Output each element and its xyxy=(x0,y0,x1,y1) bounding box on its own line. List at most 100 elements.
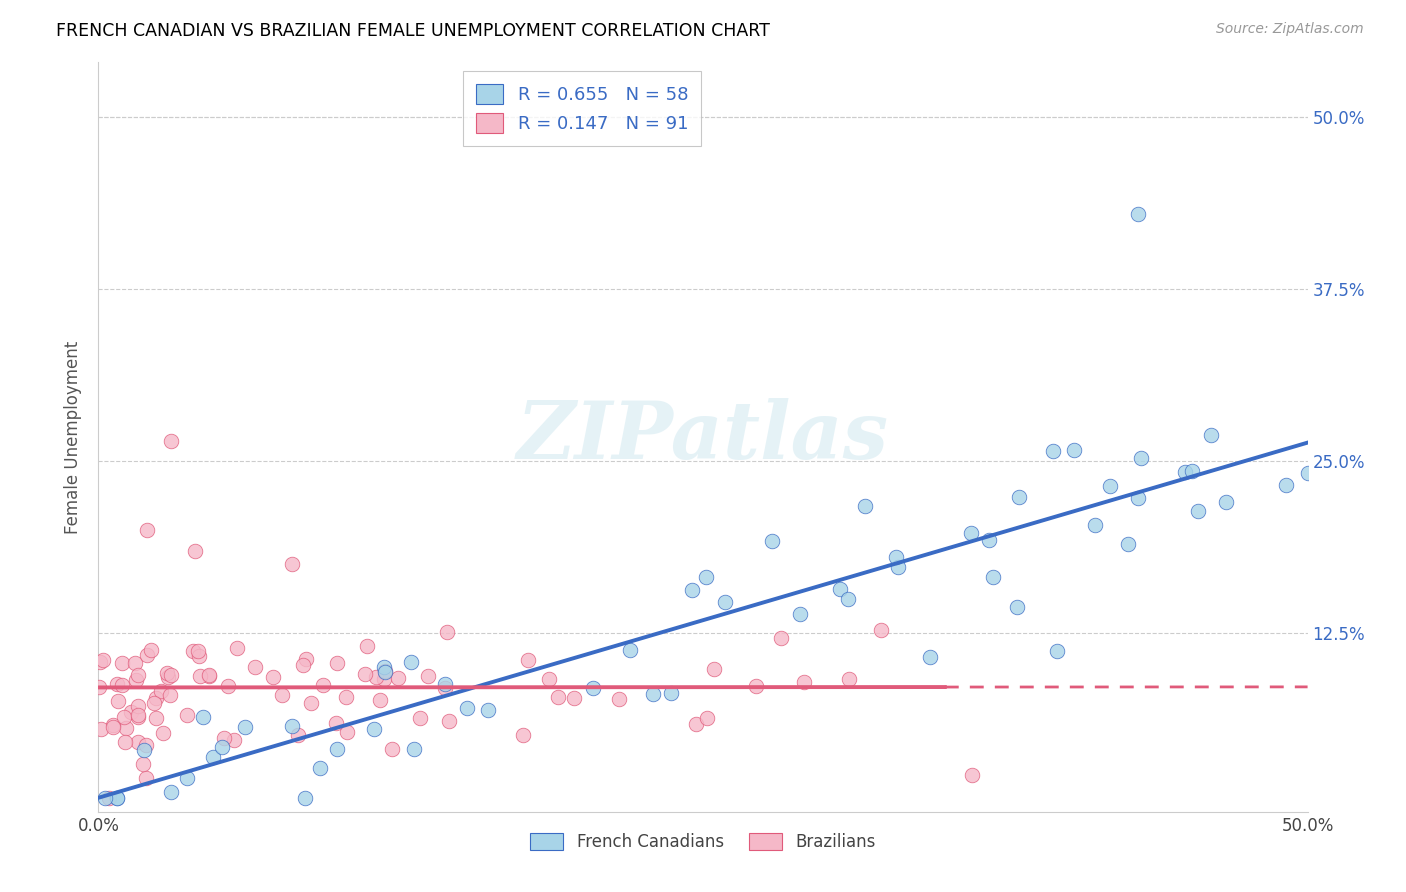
Point xyxy=(1187,504,1209,518)
Point xyxy=(262,670,284,684)
Point xyxy=(101,721,124,735)
Point xyxy=(434,681,457,696)
Point xyxy=(562,690,585,705)
Point xyxy=(368,693,391,707)
Point xyxy=(124,673,146,688)
Point xyxy=(1046,644,1069,658)
Point xyxy=(149,684,172,698)
Point xyxy=(1130,450,1153,465)
Point xyxy=(325,716,347,731)
Point xyxy=(217,679,239,693)
Point xyxy=(1042,444,1064,458)
Point xyxy=(157,670,180,684)
Point xyxy=(156,666,179,681)
Point xyxy=(714,595,737,609)
Point xyxy=(979,533,1001,548)
Point xyxy=(408,711,430,725)
Point xyxy=(281,719,304,733)
Point xyxy=(366,670,388,684)
Point xyxy=(793,675,815,690)
Point xyxy=(325,657,347,671)
Point xyxy=(582,681,605,696)
Point xyxy=(703,662,725,676)
Point xyxy=(292,657,315,672)
Point xyxy=(114,722,136,736)
Point xyxy=(187,644,209,658)
Point xyxy=(87,680,110,694)
Point xyxy=(212,731,235,745)
Point xyxy=(211,740,233,755)
Point xyxy=(433,676,456,690)
Point xyxy=(132,742,155,756)
Point xyxy=(374,665,396,679)
Point xyxy=(869,624,891,638)
Point xyxy=(1007,600,1029,615)
Point xyxy=(94,791,117,805)
Point xyxy=(387,671,409,685)
Point xyxy=(1296,466,1319,480)
Point xyxy=(373,660,395,674)
Point xyxy=(659,686,682,700)
Point xyxy=(547,690,569,704)
Point xyxy=(202,750,225,764)
Point xyxy=(477,703,499,717)
Point xyxy=(145,691,167,706)
Text: FRENCH CANADIAN VS BRAZILIAN FEMALE UNEMPLOYMENT CORRELATION CHART: FRENCH CANADIAN VS BRAZILIAN FEMALE UNEM… xyxy=(56,22,770,40)
Point xyxy=(1174,465,1197,479)
Point xyxy=(402,741,425,756)
Point xyxy=(1128,491,1150,505)
Point xyxy=(295,652,318,666)
Point xyxy=(696,711,718,725)
Point xyxy=(287,728,309,742)
Point xyxy=(886,559,908,574)
Point xyxy=(135,739,157,753)
Legend: French Canadians, Brazilians: French Canadians, Brazilians xyxy=(522,825,884,860)
Point xyxy=(853,499,876,513)
Point xyxy=(176,772,198,786)
Point xyxy=(789,607,811,622)
Point xyxy=(127,707,149,722)
Point xyxy=(188,648,211,663)
Point xyxy=(363,722,385,736)
Point xyxy=(512,728,534,742)
Point xyxy=(111,657,134,671)
Point xyxy=(828,582,851,596)
Point xyxy=(270,688,292,702)
Point xyxy=(112,710,135,724)
Point xyxy=(105,791,128,805)
Point xyxy=(769,631,792,645)
Point xyxy=(127,710,149,724)
Point xyxy=(516,653,538,667)
Point xyxy=(981,570,1004,584)
Point xyxy=(537,672,560,686)
Point xyxy=(336,725,359,739)
Point xyxy=(920,650,942,665)
Point xyxy=(695,570,717,584)
Point xyxy=(281,558,304,572)
Point xyxy=(243,659,266,673)
Point xyxy=(1063,442,1085,457)
Point xyxy=(354,666,377,681)
Point xyxy=(160,434,183,448)
Point xyxy=(312,678,335,692)
Point xyxy=(1008,490,1031,504)
Point xyxy=(1215,494,1237,508)
Point xyxy=(886,549,908,564)
Point xyxy=(1199,428,1222,442)
Point xyxy=(374,664,396,678)
Point xyxy=(685,717,707,731)
Point xyxy=(90,723,112,737)
Point xyxy=(120,705,142,719)
Point xyxy=(399,655,422,669)
Point xyxy=(105,676,128,690)
Point xyxy=(418,669,440,683)
Point xyxy=(191,710,214,724)
Point xyxy=(959,525,981,540)
Point xyxy=(188,669,211,683)
Point xyxy=(127,735,149,749)
Point xyxy=(838,672,860,686)
Point xyxy=(381,742,404,756)
Point xyxy=(143,696,166,710)
Point xyxy=(745,679,768,693)
Point xyxy=(176,707,198,722)
